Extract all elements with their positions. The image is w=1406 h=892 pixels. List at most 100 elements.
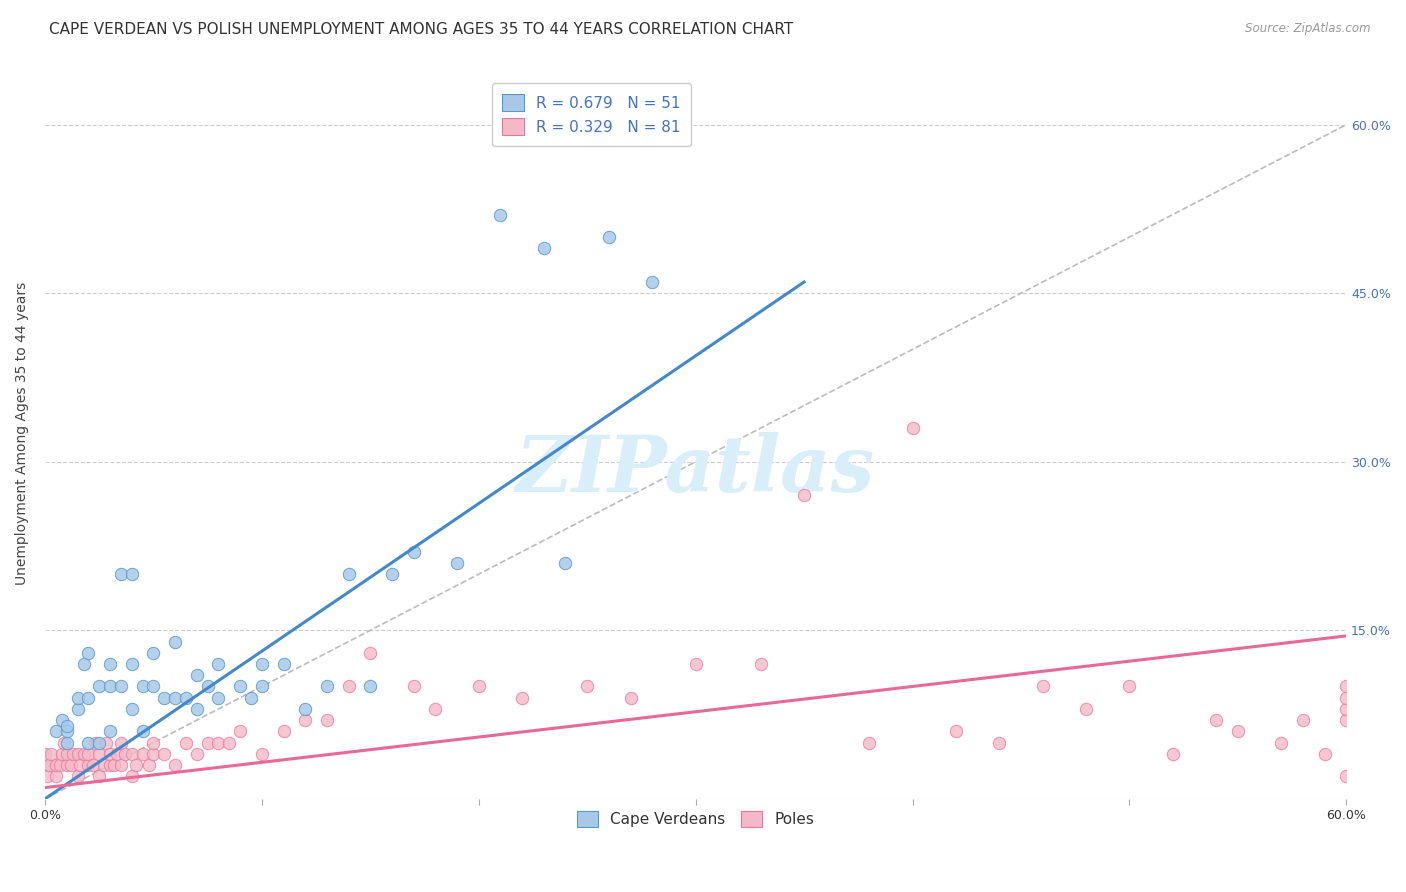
Point: [186, 747, 208, 761]
Legend: Cape Verdeans, Poles: Cape Verdeans, Poles: [569, 803, 823, 835]
Point: [1292, 713, 1315, 727]
Point: [359, 680, 381, 694]
Point: [901, 421, 924, 435]
Point: [218, 736, 240, 750]
Point: [294, 713, 316, 727]
Point: [66, 769, 89, 783]
Point: [110, 680, 132, 694]
Point: [988, 736, 1011, 750]
Point: [66, 702, 89, 716]
Point: [34, 747, 56, 761]
Point: [55, 747, 77, 761]
Point: [142, 646, 165, 660]
Point: [1205, 713, 1227, 727]
Point: [1336, 690, 1358, 705]
Point: [489, 208, 512, 222]
Point: [165, 758, 187, 772]
Point: [554, 556, 576, 570]
Point: [110, 567, 132, 582]
Point: [89, 747, 111, 761]
Point: [66, 690, 89, 705]
Point: [1336, 769, 1358, 783]
Point: [114, 747, 136, 761]
Point: [1226, 724, 1249, 739]
Point: [73, 747, 96, 761]
Point: [98, 724, 121, 739]
Point: [38, 758, 60, 772]
Point: [240, 690, 263, 705]
Point: [98, 747, 121, 761]
Point: [77, 736, 100, 750]
Point: [186, 668, 208, 682]
Point: [121, 657, 143, 671]
Point: [598, 230, 620, 244]
Point: [59, 758, 82, 772]
Point: [207, 736, 229, 750]
Point: [1161, 747, 1184, 761]
Point: [73, 657, 96, 671]
Point: [121, 702, 143, 716]
Point: [446, 556, 468, 570]
Point: [165, 634, 187, 648]
Point: [110, 736, 132, 750]
Point: [55, 758, 77, 772]
Point: [153, 690, 176, 705]
Point: [381, 567, 404, 582]
Point: [945, 724, 967, 739]
Point: [186, 702, 208, 716]
Point: [402, 544, 425, 558]
Point: [77, 747, 100, 761]
Point: [51, 713, 73, 727]
Point: [62, 747, 84, 761]
Point: [89, 680, 111, 694]
Point: [619, 690, 641, 705]
Point: [250, 747, 273, 761]
Point: [55, 736, 77, 750]
Point: [142, 747, 165, 761]
Point: [45, 724, 67, 739]
Point: [121, 567, 143, 582]
Point: [34, 758, 56, 772]
Point: [121, 747, 143, 761]
Point: [316, 680, 339, 694]
Point: [576, 680, 599, 694]
Point: [510, 690, 533, 705]
Point: [165, 690, 187, 705]
Y-axis label: Unemployment Among Ages 35 to 44 years: Unemployment Among Ages 35 to 44 years: [15, 282, 30, 585]
Point: [83, 736, 105, 750]
Point: [197, 680, 219, 694]
Point: [749, 657, 772, 671]
Point: [77, 758, 100, 772]
Point: [77, 690, 100, 705]
Point: [93, 758, 115, 772]
Point: [402, 680, 425, 694]
Point: [174, 690, 197, 705]
Point: [250, 657, 273, 671]
Point: [142, 736, 165, 750]
Point: [316, 713, 339, 727]
Point: [229, 680, 252, 694]
Point: [294, 702, 316, 716]
Point: [207, 657, 229, 671]
Point: [359, 646, 381, 660]
Point: [138, 758, 160, 772]
Point: [467, 680, 489, 694]
Point: [125, 758, 148, 772]
Point: [66, 747, 89, 761]
Point: [641, 275, 664, 289]
Point: [250, 680, 273, 694]
Point: [69, 758, 91, 772]
Point: [55, 719, 77, 733]
Point: [1336, 702, 1358, 716]
Point: [1313, 747, 1336, 761]
Point: [103, 758, 125, 772]
Point: [1336, 680, 1358, 694]
Point: [53, 736, 76, 750]
Point: [1074, 702, 1097, 716]
Point: [273, 724, 295, 739]
Point: [121, 769, 143, 783]
Point: [337, 567, 360, 582]
Point: [1336, 713, 1358, 727]
Point: [45, 758, 67, 772]
Text: ZIPatlas: ZIPatlas: [516, 432, 876, 508]
